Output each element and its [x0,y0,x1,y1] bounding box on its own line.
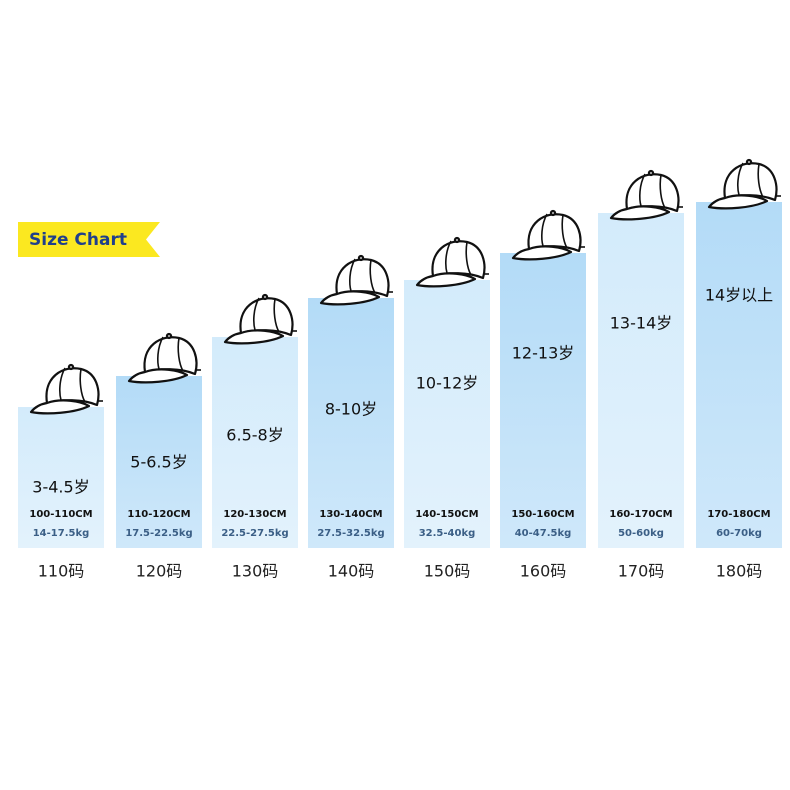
cap-brim [511,245,573,261]
cap-seam [157,336,184,372]
height-label: 120-130CM [223,509,286,520]
weight-label: 32.5-40kg [419,528,476,539]
size-label: 180码 [716,562,763,581]
size-bar [500,253,586,548]
age-label: 3-4.5岁 [32,478,89,497]
size-label: 150码 [424,562,471,581]
cap-brim [707,194,769,210]
weight-label: 40-47.5kg [515,528,572,539]
cap-button [357,254,365,262]
cap-seam [349,258,376,294]
size-bar [404,280,490,548]
size-bar [696,202,782,548]
age-label: 5-6.5岁 [130,453,187,472]
cap-crown [723,162,778,202]
size-label: 170码 [618,562,665,581]
age-label: 10-12岁 [416,374,479,393]
cap-seam [737,162,764,198]
cap-seam [59,367,86,403]
height-label: 170-180CM [707,509,770,520]
size-label: 110码 [38,562,85,581]
cap-crown [239,297,294,337]
weight-label: 60-70kg [716,528,762,539]
cap-button [67,363,75,371]
height-label: 110-120CM [127,509,190,520]
height-label: 140-150CM [415,509,478,520]
cap-brim [609,205,671,221]
height-label: 150-160CM [511,509,574,520]
cap-icon [609,169,683,221]
size-label: 130码 [232,562,279,581]
cap-button [453,236,461,244]
cap-brim [319,290,381,306]
size-label: 120码 [136,562,183,581]
cap-icon [415,236,489,288]
cap-button [745,158,753,166]
cap-crown [527,213,582,253]
cap-icon [223,293,297,345]
size-bar [116,376,202,548]
height-label: 160-170CM [609,509,672,520]
cap-crown [431,240,486,280]
cap-icon [707,158,781,210]
title-banner [18,222,160,257]
columns: 3-4.5岁 100-110CM 14-17.5kg 110码 5-6.5岁 110-12… [18,158,782,581]
height-label: 100-110CM [29,509,92,520]
cap-icon [511,209,585,261]
cap-icon [29,363,103,415]
size-label: 140码 [328,562,375,581]
cap-crown [143,336,198,376]
weight-label: 14-17.5kg [33,528,90,539]
weight-label: 17.5-22.5kg [125,528,192,539]
weight-label: 27.5-32.5kg [317,528,384,539]
cap-brim [127,368,189,384]
cap-crown [45,367,100,407]
cap-button [549,209,557,217]
age-label: 13-14岁 [610,314,673,333]
cap-crown [335,258,390,298]
size-bar [308,298,394,548]
cap-seam [445,240,472,276]
size-label: 160码 [520,562,567,581]
cap-button [261,293,269,301]
cap-icon [319,254,393,306]
size-bar [598,213,684,548]
age-label: 6.5-8岁 [226,426,283,445]
cap-brim [415,272,477,288]
height-label: 130-140CM [319,509,382,520]
title: Size Chart [29,230,127,250]
age-label: 12-13岁 [512,344,575,363]
age-label: 8-10岁 [325,400,377,419]
cap-brim [29,399,91,415]
size-bar [18,407,104,548]
weight-label: 22.5-27.5kg [221,528,288,539]
cap-icon [127,332,201,384]
cap-seam [253,297,280,333]
cap-crown [625,173,680,213]
weight-label: 50-60kg [618,528,664,539]
cap-button [647,169,655,177]
cap-seam [541,213,568,249]
cap-button [165,332,173,340]
size-bar [212,337,298,548]
cap-seam [639,173,666,209]
cap-brim [223,329,285,345]
age-label: 14岁以上 [705,286,773,305]
